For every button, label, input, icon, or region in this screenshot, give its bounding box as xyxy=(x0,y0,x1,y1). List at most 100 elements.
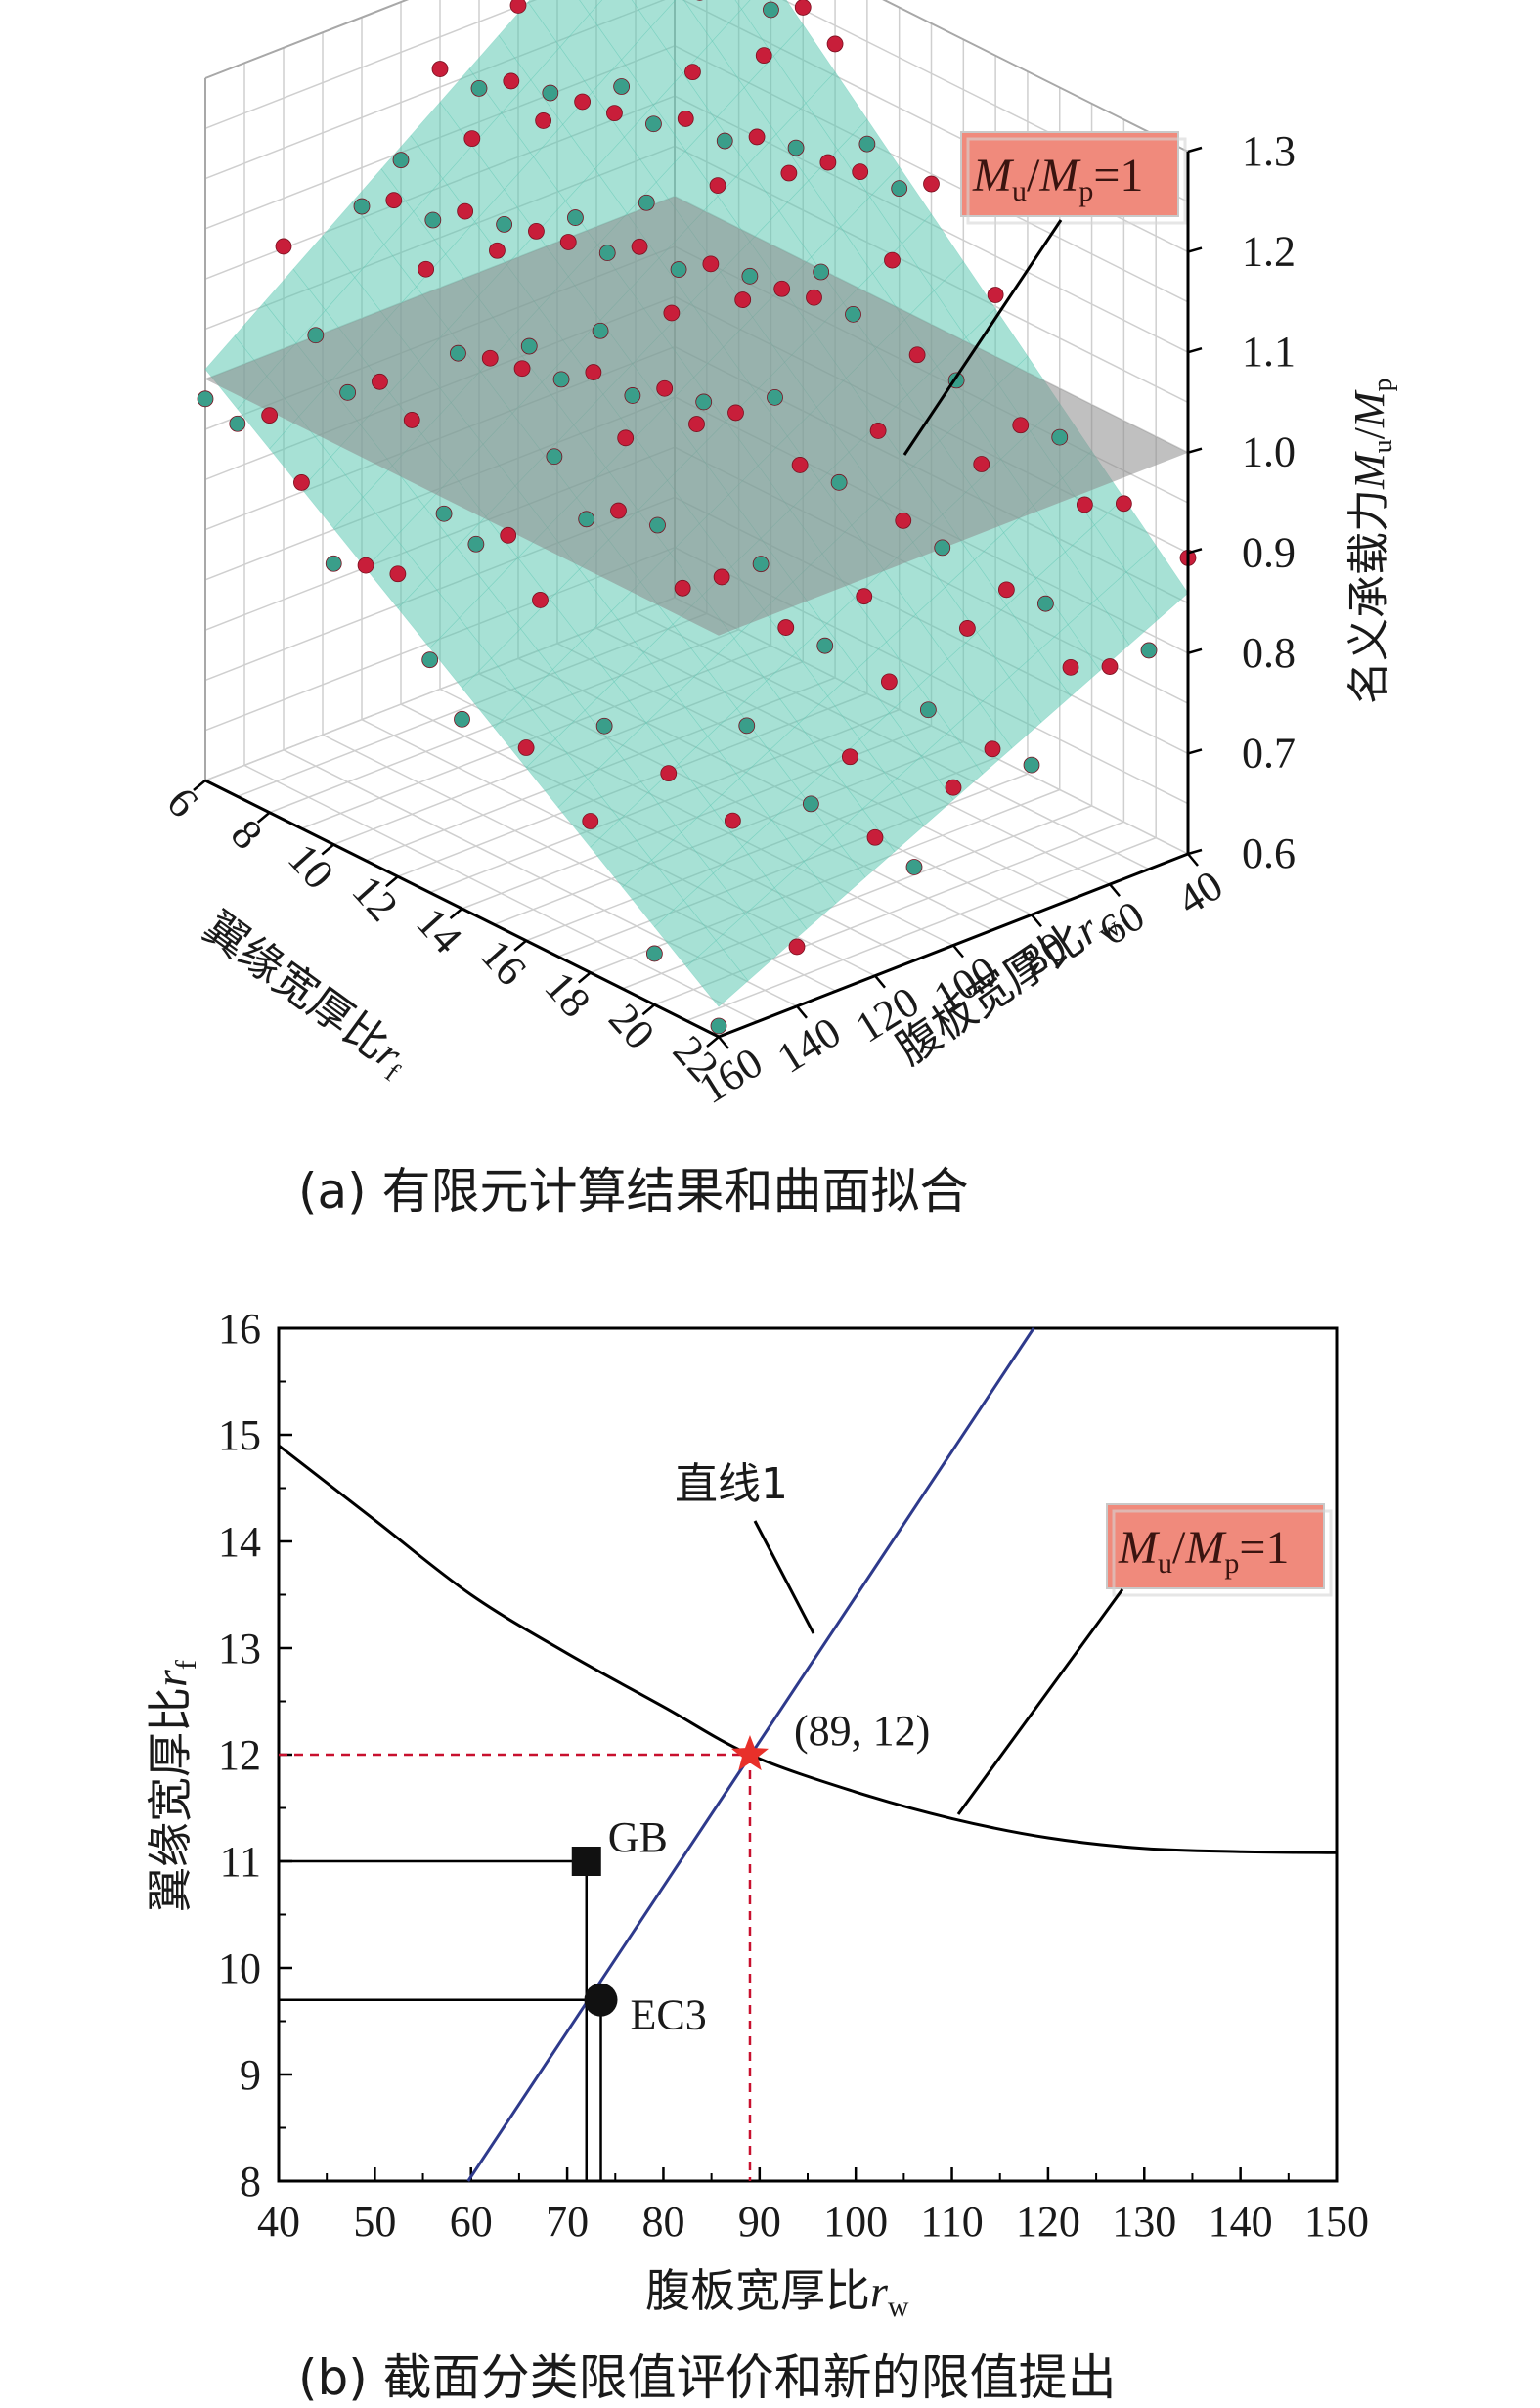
a-fem-point xyxy=(229,415,246,432)
a-fem-point xyxy=(997,581,1015,599)
b-x-tick-label: 70 xyxy=(546,2198,589,2246)
a-fem-point xyxy=(724,812,741,829)
a-fem-point xyxy=(674,579,691,597)
a-fem-point xyxy=(592,322,609,339)
a-fem-point xyxy=(463,130,481,148)
a-fem-point xyxy=(392,152,410,169)
a-fem-point xyxy=(677,111,694,127)
b-x-tick-label: 110 xyxy=(920,2198,983,2246)
a-y-tick-label: 140 xyxy=(769,1007,849,1083)
b-x-tick-label: 80 xyxy=(641,2198,684,2246)
a-x-axis-title: 翼缘宽厚比rf xyxy=(192,903,418,1089)
a-annotation-label: Mu/Mp=1 xyxy=(972,150,1143,207)
a-fem-point xyxy=(503,72,520,90)
a-fem-point xyxy=(578,511,595,528)
a-fem-point xyxy=(1115,495,1132,513)
a-fem-point xyxy=(1051,428,1069,446)
b-curve-mu-mp xyxy=(278,1444,1338,1854)
b-caption: (b) 截面分类限值评价和新的限值提出 xyxy=(298,2349,1117,2406)
a-fem-point xyxy=(450,344,466,362)
a-fem-point xyxy=(905,859,923,875)
a-fem-point xyxy=(787,139,805,156)
a-fem-point xyxy=(767,388,783,406)
a-fem-point xyxy=(713,568,730,586)
a-fem-point xyxy=(500,526,517,544)
a-fem-point xyxy=(826,35,844,53)
b-y-tick-label: 14 xyxy=(218,1518,261,1566)
a-fem-point xyxy=(748,128,766,146)
a-fem-point xyxy=(856,588,873,605)
a-fem-point xyxy=(275,238,292,255)
a-fem-point xyxy=(598,245,616,262)
a-fem-point xyxy=(645,115,662,133)
a-fem-point xyxy=(559,234,577,250)
a-fem-point xyxy=(424,211,442,229)
a-fem-point xyxy=(794,0,812,16)
a-fem-point xyxy=(649,516,666,534)
a-fem-point xyxy=(773,280,791,297)
a-caption: (a) 有限元计算结果和曲面拟合 xyxy=(298,1163,969,1220)
a-fem-point xyxy=(489,242,506,259)
a-fem-point xyxy=(934,539,951,557)
a-fem-point xyxy=(389,565,407,583)
b-y-tick-label: 8 xyxy=(240,2158,261,2206)
b-point-intersection-label: (89, 12) xyxy=(794,1707,930,1755)
b-annotation-box xyxy=(1106,1503,1325,1589)
a-fem-point xyxy=(638,194,655,211)
a-z-axis-title: 名义承载力Mu/Mp xyxy=(1344,378,1398,704)
a-fem-point xyxy=(1140,642,1158,659)
a-fem-point xyxy=(880,673,898,691)
a-fem-point xyxy=(895,512,912,529)
a-fem-point xyxy=(613,78,631,95)
a-fem-point xyxy=(1036,595,1054,612)
a-fem-point xyxy=(852,163,869,181)
panel-b-line-chart: 40 50 60 70 80 90 100 110 120 130 140 150 8 9 10 11 12 13… xyxy=(144,1305,1369,2406)
a-fem-point xyxy=(520,337,538,355)
b-point-ec3-label: EC3 xyxy=(631,1991,707,2039)
a-fem-point xyxy=(780,164,798,182)
a-fem-point xyxy=(806,289,822,306)
a-fem-point xyxy=(919,701,937,719)
b-y-tick-label: 13 xyxy=(218,1625,261,1672)
a-x-tick-label: 8 xyxy=(222,810,272,858)
a-fem-point xyxy=(763,1,779,19)
a-fem-point xyxy=(984,740,1001,758)
a-fem-point xyxy=(670,261,687,278)
b-x-tick-label: 150 xyxy=(1304,2198,1369,2246)
a-fem-point xyxy=(610,502,627,519)
a-y-axis-title: 腹板宽厚比rw xyxy=(888,892,1127,1078)
a-fem-point xyxy=(752,556,770,573)
b-series: GB EC3 (89, 12) xyxy=(278,1327,1338,2182)
a-fem-point xyxy=(496,216,513,233)
a-fem-point xyxy=(958,620,976,637)
a-annotation-box xyxy=(960,131,1179,217)
a-fem-point xyxy=(535,112,552,129)
a-fem-point xyxy=(552,371,570,388)
a-fem-point xyxy=(702,255,720,273)
a-fem-point xyxy=(1076,496,1093,513)
a-y-tick-label: 40 xyxy=(1169,861,1231,924)
a-z-tick-label: 0.7 xyxy=(1242,729,1296,777)
b-x-tick-label: 90 xyxy=(738,2198,781,2246)
a-fem-point xyxy=(435,505,453,522)
a-fem-point xyxy=(1101,658,1119,675)
a-fem-point xyxy=(645,945,663,962)
a-fem-point xyxy=(582,813,599,829)
b-x-tick-label: 140 xyxy=(1209,2198,1273,2246)
panel-a-3d-chart: 68101214161820224060801001201401600.60.7… xyxy=(157,0,1398,1220)
a-fem-point xyxy=(710,1017,727,1035)
a-fem-point xyxy=(454,710,470,728)
b-annotation-leader xyxy=(956,1588,1124,1815)
a-fem-point xyxy=(261,407,279,424)
a-fem-point xyxy=(585,364,602,380)
a-fem-point xyxy=(945,779,962,796)
a-z-tick-label: 1.3 xyxy=(1242,127,1296,175)
a-fem-point xyxy=(307,327,325,344)
b-y-tick-label: 11 xyxy=(220,1838,261,1886)
b-x-tick-label: 100 xyxy=(823,2198,888,2246)
a-fem-point xyxy=(418,260,435,278)
a-fem-point xyxy=(542,84,559,102)
a-fem-point xyxy=(869,423,887,439)
a-fem-point xyxy=(891,180,908,198)
a-fem-point xyxy=(1012,417,1030,434)
